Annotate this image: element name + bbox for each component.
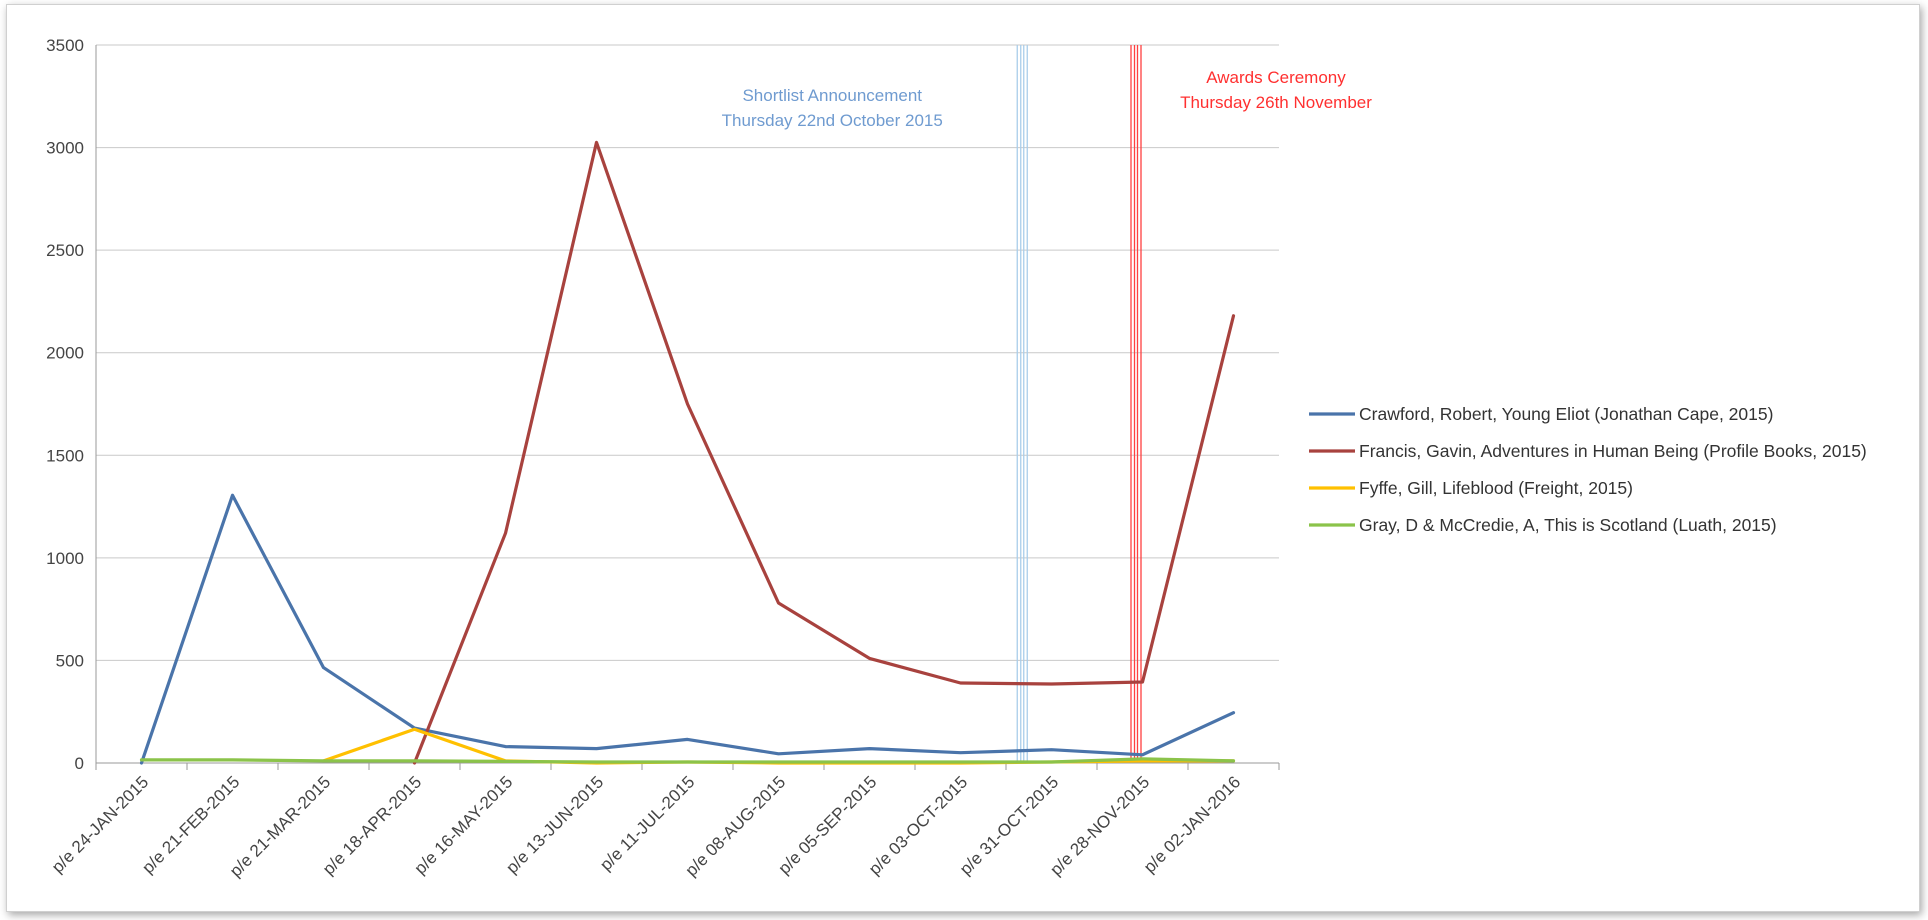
legend-label-1: Francis, Gavin, Adventures in Human Bein… [1359,441,1867,461]
x-tick-label-5: p/e 13-JUN-2015 [502,772,607,877]
gridlines [96,44,1279,661]
event-annotations: Shortlist Announcement Thursday 22nd Octo… [722,45,1372,763]
x-tick-label-6: p/e 11-JUL-2015 [596,772,698,874]
x-tick-label-0: p/e 24-JAN-2015 [48,772,152,876]
y-tick-label-500: 500 [56,651,84,670]
legend-entry-3: Gray, D & McCredie, A, This is Scotland … [1309,515,1777,535]
legend-label-3: Gray, D & McCredie, A, This is Scotland … [1359,515,1777,535]
chart-frame: Shortlist Announcement Thursday 22nd Octo… [6,4,1920,912]
axes: 0 500 1000 1500 2000 2500 3000 3500 p/e 24-JAN-2… [46,36,1280,881]
legend-entry-1: Francis, Gavin, Adventures in Human Bein… [1309,441,1867,461]
series-line-0 [139,493,1236,765]
legend-label-0: Crawford, Robert, Young Eliot (Jonathan … [1359,404,1773,424]
line-chart: Shortlist Announcement Thursday 22nd Octo… [46,36,1867,881]
annotation-marker-1: Awards Ceremony Thursday 26th November [1130,45,1372,763]
series-line-2 [321,727,1236,765]
legend-entry-0: Crawford, Robert, Young Eliot (Jonathan … [1309,404,1773,424]
legend-entry-2: Fyffe, Gill, Lifeblood (Freight, 2015) [1309,478,1633,498]
y-tick-label-1500: 1500 [46,446,84,465]
series-lines [139,140,1236,765]
x-tick-label-8: p/e 05-SEP-2015 [775,772,881,878]
annotation-text-0-1: Thursday 22nd October 2015 [722,111,943,130]
annotation-text-0-0: Shortlist Announcement [742,86,922,105]
y-tick-label-2500: 2500 [46,241,84,260]
x-tick-label-3: p/e 18-APR-2015 [319,772,425,878]
x-tick-label-10: p/e 31-OCT-2015 [956,772,1062,878]
legend-label-2: Fyffe, Gill, Lifeblood (Freight, 2015) [1359,478,1633,498]
x-tick-label-4: p/e 16-MAY-2015 [411,772,517,878]
x-tick-label-7: p/e 08-AUG-2015 [682,772,790,880]
series-line-3 [139,757,1236,764]
x-tick-label-12: p/e 02-JAN-2016 [1140,772,1244,876]
annotation-marker-0: Shortlist Announcement Thursday 22nd Octo… [722,45,1028,763]
legend: Crawford, Robert, Young Eliot (Jonathan … [1309,404,1867,535]
y-tick-label-0: 0 [75,754,84,773]
y-tick-label-2000: 2000 [46,344,84,363]
x-tick-label-9: p/e 03-OCT-2015 [865,772,971,878]
y-tick-label-3500: 3500 [46,36,84,55]
x-tick-label-2: p/e 21-MAR-2015 [226,772,334,880]
x-tick-label-1: p/e 21-FEB-2015 [138,772,243,877]
y-tick-label-3000: 3000 [46,139,84,158]
series-line-1 [412,140,1236,765]
y-tick-label-1000: 1000 [46,549,84,568]
annotation-text-1-0: Awards Ceremony [1206,68,1346,87]
x-tick-label-11: p/e 28-NOV-2015 [1046,772,1153,879]
annotation-text-1-1: Thursday 26th November [1180,93,1372,112]
